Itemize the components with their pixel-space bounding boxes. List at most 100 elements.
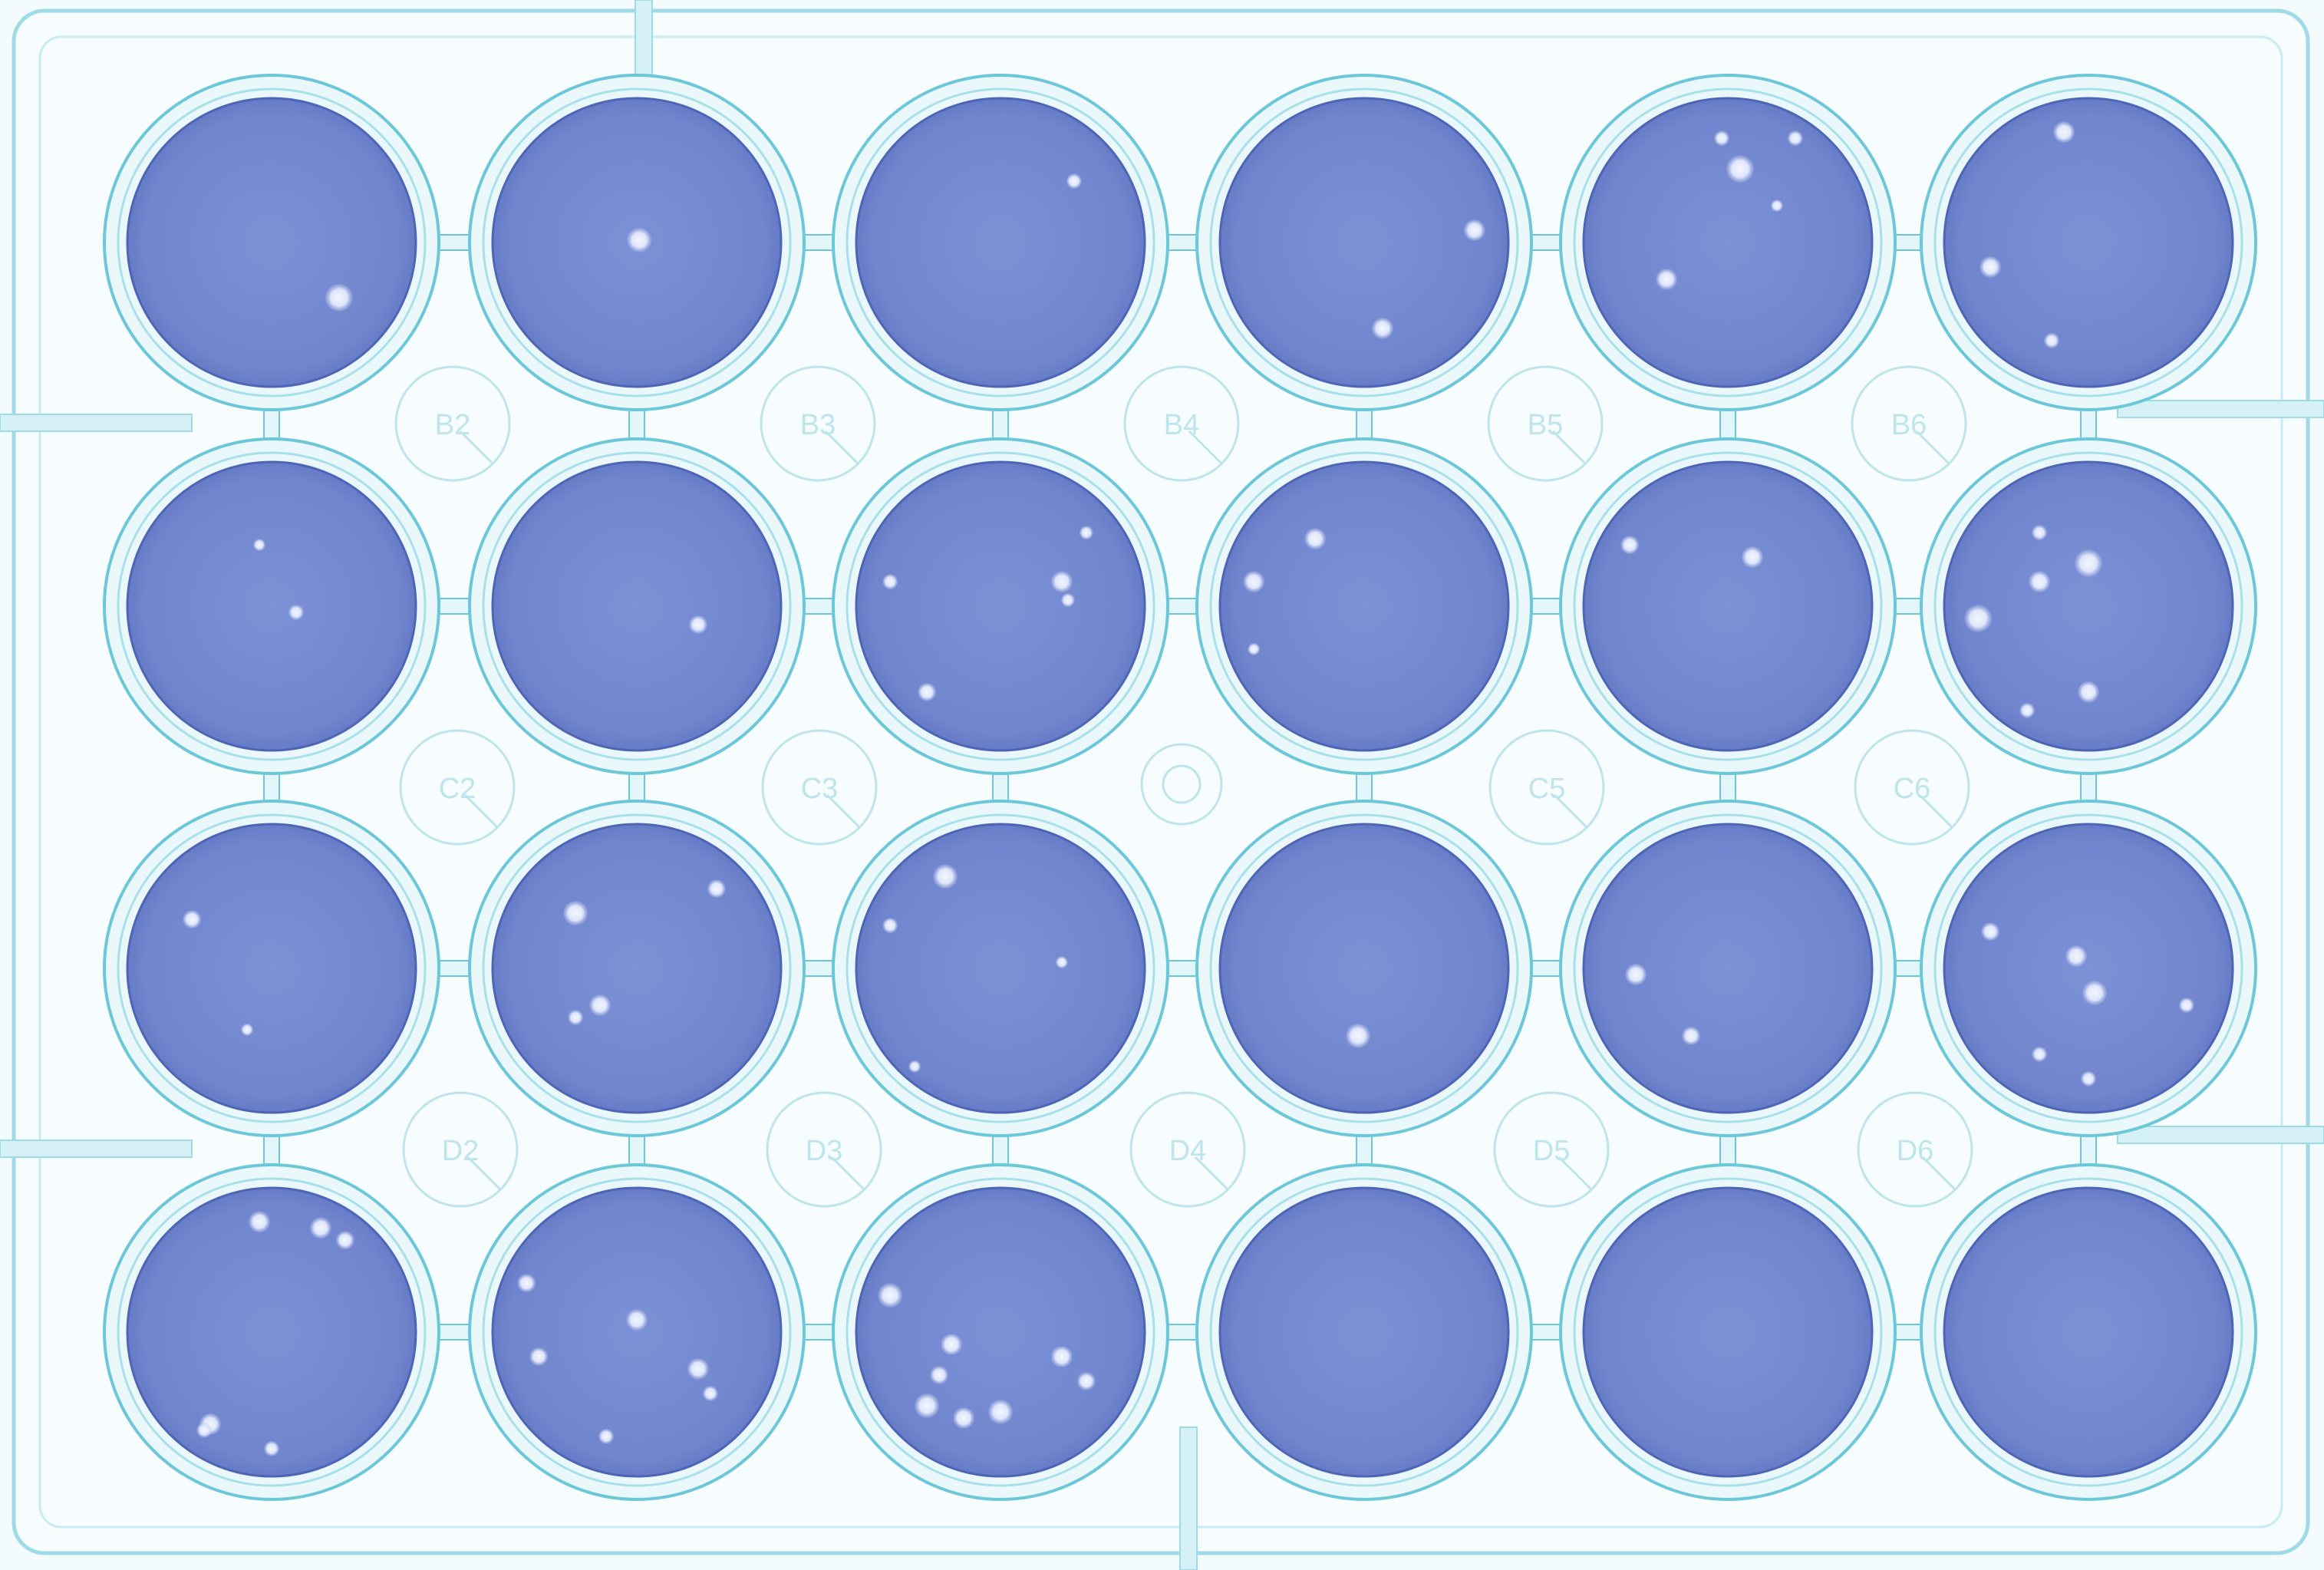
plaque [988, 1399, 1013, 1424]
plaque [2032, 1046, 2048, 1062]
plaque [882, 918, 898, 934]
plaque [1980, 256, 2002, 278]
plaque [2075, 549, 2102, 578]
well-media [1218, 97, 1510, 388]
well-label-ring [394, 365, 511, 482]
plaque [196, 1422, 213, 1438]
well-media [491, 1186, 783, 1478]
plaque [688, 615, 707, 634]
plaque [2178, 997, 2194, 1013]
well-label-text: B3 [800, 409, 836, 441]
plaque [1770, 200, 1783, 213]
well-media [1218, 460, 1510, 752]
plaque [626, 1309, 648, 1331]
well-media [1943, 823, 2234, 1114]
well-label-text: D6 [1897, 1135, 1934, 1167]
well-label-ring [1129, 1091, 1246, 1208]
plaque [930, 1365, 949, 1384]
plaque [1726, 155, 1754, 183]
well-media [491, 460, 783, 752]
plaque [953, 1407, 975, 1429]
plaque [2019, 702, 2036, 718]
plaque [1304, 528, 1327, 550]
plaque [529, 1347, 549, 1366]
plaque [589, 994, 611, 1016]
well-label-text: D3 [806, 1135, 843, 1167]
plaque [1050, 1345, 1073, 1367]
well-label-ring [1857, 1091, 1973, 1208]
well [832, 1163, 1169, 1501]
well-media [126, 823, 417, 1114]
well-label-text: C6 [1894, 773, 1931, 805]
plaque [1463, 219, 1485, 242]
plaque [702, 1385, 718, 1401]
well-label-text: B2 [435, 409, 470, 441]
well [1920, 437, 2257, 775]
plaque [1787, 130, 1803, 147]
plaque [707, 879, 726, 899]
plaque [1050, 571, 1073, 593]
well [103, 74, 440, 411]
plaque [183, 910, 202, 929]
well [1559, 800, 1897, 1137]
plaque [2029, 571, 2051, 593]
center-marker [1140, 743, 1223, 826]
well-media [1218, 1186, 1510, 1478]
plaque [1964, 604, 1993, 632]
well-media [1943, 1186, 2234, 1478]
plaque [1371, 317, 1393, 339]
well [1920, 1163, 2257, 1501]
well-label-text: B5 [1528, 409, 1563, 441]
well [1195, 74, 1533, 411]
well-label-ring [766, 1091, 882, 1208]
well-label-ring [402, 1091, 519, 1208]
well-media [1943, 460, 2234, 752]
well [1920, 800, 2257, 1137]
well [832, 437, 1169, 775]
plaque [1741, 546, 1763, 569]
well [468, 1163, 806, 1501]
plaque [1060, 593, 1075, 608]
plaque [941, 1333, 963, 1355]
plaque [325, 283, 353, 312]
well [1195, 437, 1533, 775]
plaque [335, 1231, 354, 1250]
plaque [878, 1283, 903, 1308]
well-label-text: C5 [1528, 773, 1566, 805]
plaque [568, 1009, 584, 1025]
plaque [1055, 956, 1068, 969]
well-media [1582, 1186, 1874, 1478]
well [103, 1163, 440, 1501]
plaque [1346, 1023, 1371, 1048]
well-media [1943, 97, 2234, 388]
plaque [517, 1274, 536, 1293]
well-media [1582, 460, 1874, 752]
well [832, 800, 1169, 1137]
plaque [2032, 525, 2048, 541]
well [1920, 74, 2257, 411]
well [468, 437, 806, 775]
plaque [309, 1217, 331, 1239]
well-media [126, 97, 417, 388]
plaque [1981, 922, 2000, 942]
well-media [1582, 823, 1874, 1114]
well-label-ring [1123, 365, 1240, 482]
plaque [627, 227, 652, 252]
plaque [288, 604, 304, 620]
well [103, 800, 440, 1137]
plaque [253, 539, 266, 552]
well-label-text: D4 [1169, 1135, 1207, 1167]
wells-group [103, 74, 2257, 1501]
well [103, 437, 440, 775]
plaque [2044, 332, 2060, 348]
well-media [855, 97, 1146, 388]
well-label-text: B4 [1164, 409, 1199, 441]
well-label-text: B6 [1891, 409, 1927, 441]
well-label-text: D5 [1533, 1135, 1571, 1167]
well [1559, 1163, 1897, 1501]
well [1195, 1163, 1533, 1501]
plaque [933, 864, 958, 889]
plaque [598, 1428, 615, 1444]
plaque [2065, 945, 2088, 968]
